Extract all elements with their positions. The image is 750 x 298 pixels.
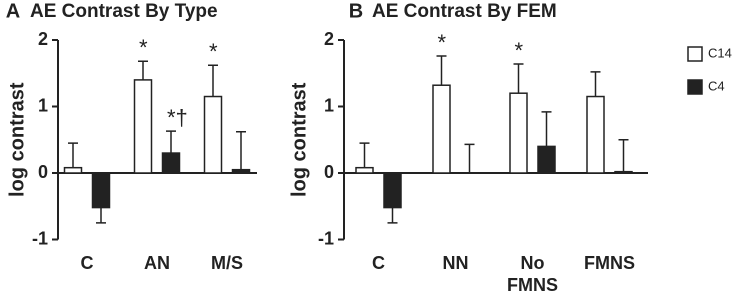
bar — [203, 95, 223, 174]
legend-label: C4 — [708, 78, 725, 93]
error-bar — [236, 131, 246, 170]
y-tick-label: -1 — [32, 228, 48, 248]
error-bar — [464, 143, 475, 173]
y-axis-label: log contrast — [288, 82, 310, 197]
panel-label: A — [6, 0, 20, 22]
error-bar — [166, 130, 176, 154]
bar — [231, 168, 251, 174]
error-bar — [513, 63, 524, 94]
bar — [161, 152, 181, 174]
annotation: * — [438, 30, 447, 55]
error-bar — [138, 60, 148, 80]
annotation: * — [209, 39, 218, 64]
legend-swatch — [687, 46, 703, 62]
y-tick-label: -1 — [318, 228, 334, 248]
bar — [509, 92, 528, 174]
bar — [355, 166, 374, 174]
y-tick-label: 0 — [38, 162, 48, 182]
error-bar — [359, 142, 370, 168]
error-bar — [68, 142, 78, 168]
y-tick-label: 1 — [324, 95, 334, 115]
bar — [383, 172, 402, 209]
legend-swatch — [687, 79, 703, 95]
error-bar — [541, 111, 552, 147]
legend-label: C14 — [708, 45, 732, 60]
bar — [133, 79, 153, 174]
y-tick-label: 1 — [38, 95, 48, 115]
x-tick-label: C — [372, 253, 385, 273]
bar — [432, 84, 451, 174]
x-tick-label: M/S — [210, 253, 243, 273]
x-tick-label: No FMNS — [507, 253, 558, 295]
error-bar — [387, 207, 398, 224]
error-bar — [96, 207, 106, 224]
x-tick-label: FMNS — [584, 253, 635, 273]
y-axis-label: log contrast — [6, 82, 28, 197]
error-bar — [590, 71, 601, 97]
bar — [586, 95, 605, 174]
y-tick-label: 0 — [324, 162, 334, 182]
annotation: *† — [167, 105, 188, 130]
chart-title: AE Contrast By Type — [30, 1, 218, 22]
error-bar — [436, 55, 447, 86]
bar — [537, 145, 556, 174]
chart-title: AE Contrast By FEM — [372, 1, 557, 22]
error-bar — [208, 64, 218, 97]
panel-label: B — [349, 0, 363, 22]
y-tick-label: 2 — [38, 29, 48, 49]
x-tick-label: C — [80, 253, 94, 273]
bar — [614, 170, 633, 174]
y-tick-label: 2 — [324, 29, 334, 49]
annotation: * — [515, 38, 524, 63]
error-bar — [618, 139, 629, 172]
bar — [91, 172, 111, 209]
bar — [63, 166, 83, 174]
x-tick-label: AN — [144, 253, 170, 273]
annotation: * — [139, 35, 148, 60]
x-tick-label: NN — [442, 253, 469, 273]
